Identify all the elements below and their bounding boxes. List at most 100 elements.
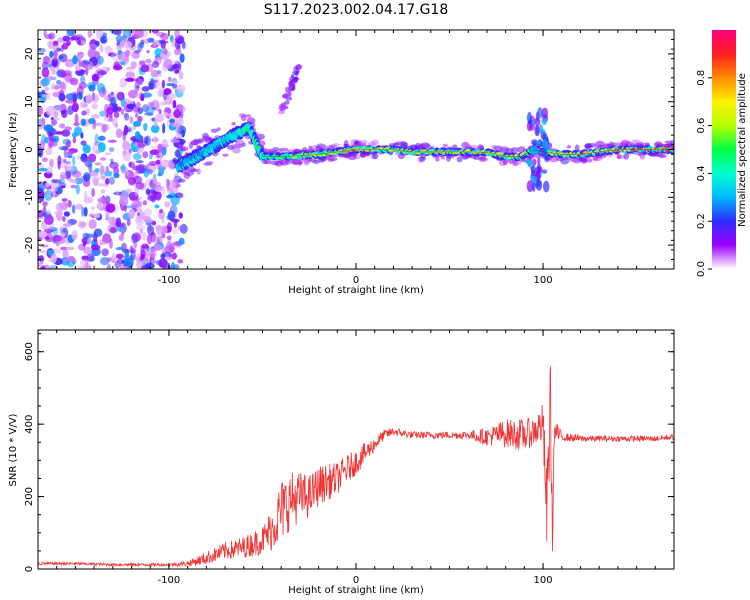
snr-panel: -100 0 100 0 200 400 600 Height of straight l… (8, 329, 675, 596)
spectrogram-noise-blob (56, 209, 64, 217)
spectrogram-noise-blob (129, 245, 134, 254)
snr-x-tick-label: -100 (158, 575, 181, 586)
spectrogram-noise-blob (167, 76, 172, 82)
spectrogram-noise-blob (80, 140, 87, 146)
spectrogram-noise-blob (41, 265, 46, 269)
spectrogram-halo-blob (268, 161, 275, 165)
spectrogram-noise-blob (159, 225, 168, 235)
spectrogram-halo-blob (549, 156, 559, 163)
spectrogram-noise-blob (63, 223, 72, 227)
spectrogram-noise-blob (88, 43, 98, 49)
snr-y-tick-label: 0 (24, 566, 35, 572)
spectrogram-noise-blob (58, 93, 66, 102)
spectrogram-noise-blob (53, 50, 58, 58)
spectrogram-noise-blob (136, 206, 143, 213)
spectrogram-disturbance-blob (537, 107, 543, 119)
colorbar: 0.0 0.2 0.4 0.6 0.8 Normalized spectral ampl… (696, 30, 748, 277)
spectrogram-noise-blob (155, 113, 165, 123)
spectrogram-noise-blob (84, 61, 94, 70)
spectrogram-noise-blob (158, 108, 162, 115)
spectrogram-halo-blob (446, 155, 452, 162)
spectrogram-noise-blob (154, 204, 160, 209)
spectrogram-halo-blob (512, 161, 519, 167)
spectrogram-noise-blob (137, 78, 143, 86)
spectrogram-noise-blob (136, 215, 142, 224)
spectrogram-noise-blob (42, 157, 48, 163)
snr-x-label: Height of straight line (km) (288, 585, 424, 596)
spectrogram-noise-blob (78, 265, 89, 269)
colorbar-tick-label: 0.4 (696, 165, 707, 181)
spectrogram-noise-blob (112, 64, 123, 71)
spectrogram-noise-blob (91, 73, 100, 82)
spectrogram-noise-blob (60, 185, 66, 189)
spectrogram-noise-blob (104, 152, 112, 156)
spectrogram-noise-blob (177, 225, 185, 231)
spectrogram-noise-blob (85, 93, 93, 105)
spectrogram-streak-blob (293, 66, 299, 72)
spectrogram-noise-blob (143, 122, 148, 132)
spectrogram-noise-blob (135, 160, 144, 164)
spectrogram-noise-blob (154, 186, 164, 193)
spectrogram-noise-blob (59, 174, 68, 180)
spectrogram-noise-blob (91, 175, 101, 184)
spectrogram-noise-blob (179, 53, 185, 63)
spectrogram-noise-blob (105, 165, 109, 174)
spectrogram-noise-blob (59, 123, 66, 129)
spectrogram-noise-blob (116, 45, 122, 51)
spectrogram-noise-blob (120, 166, 129, 173)
spectrogram-noise-blob (73, 122, 80, 127)
spectrogram-noise-blob (91, 114, 100, 119)
spectrogram-noise-blob (142, 257, 151, 264)
spectrogram-noise-blob (175, 133, 183, 137)
spectrogram-noise-blob (44, 214, 54, 226)
spectrogram-noise-blob (38, 181, 46, 192)
spectrogram-noise-blob (60, 246, 68, 251)
spectrogram-noise-blob (117, 256, 123, 268)
spectrogram-noise-blob (169, 118, 176, 124)
snr-background (38, 330, 674, 569)
spectrogram-noise-blob (142, 151, 149, 159)
spectrogram-noise-blob (82, 178, 91, 188)
spectrogram-noise-blob (120, 227, 125, 236)
spectrogram-noise-blob (38, 255, 45, 262)
spectrogram-noise-blob (100, 157, 107, 161)
spectrogram-noise-blob (100, 175, 106, 180)
spectrogram-noise-blob (161, 79, 165, 89)
spectrogram-noise-blob (98, 135, 106, 141)
spectrogram-noise-blob (177, 37, 183, 45)
spectrogram-noise-blob (89, 39, 98, 50)
spectrogram-halo-blob (358, 139, 368, 145)
spectrogram-halo-blob (282, 158, 293, 166)
spectrogram-noise-blob (48, 265, 58, 269)
spectrogram-noise-blob (131, 233, 138, 244)
spectrogram-noise-blob (100, 189, 106, 194)
spectrogram-noise-blob (124, 101, 128, 112)
spectrogram-noise-blob (38, 47, 46, 53)
spectrogram-noise-blob (170, 218, 180, 223)
spectrogram-noise-blob (135, 101, 141, 109)
spectrogram-noise-blob (125, 171, 130, 176)
spectrogram-noise-blob (61, 145, 68, 151)
spectrogram-noise-blob (159, 151, 163, 162)
spectrogram-noise-blob (55, 79, 62, 85)
spectrogram-halo-blob (179, 146, 189, 152)
spectrogram-noise-blob (99, 36, 108, 44)
spectrogram-noise-blob (78, 40, 82, 45)
spectrogram-noise-blob (77, 53, 84, 60)
spectrogram-noise-blob (48, 32, 56, 40)
spectrogram-noise-blob (166, 178, 171, 190)
spectrogram-noise-blob (43, 30, 47, 37)
spectrogram-noise-blob (122, 151, 132, 162)
spectrogram-noise-blob (113, 172, 120, 179)
spectrogram-halo-blob (196, 168, 201, 175)
spectrogram-halo-blob (440, 155, 445, 160)
spectrogram-noise-blob (149, 247, 157, 259)
spectrogram-noise-blob (79, 101, 86, 109)
spectrogram-noise-blob (47, 249, 54, 256)
spectrogram-noise-blob (92, 177, 99, 187)
spectrogram-heatmap (38, 30, 674, 269)
spectrogram-noise-blob (64, 144, 70, 151)
spectrogram-noise-blob (99, 242, 108, 246)
spectrogram-noise-blob (109, 238, 113, 250)
spectrogram-noise-blob (55, 131, 63, 135)
